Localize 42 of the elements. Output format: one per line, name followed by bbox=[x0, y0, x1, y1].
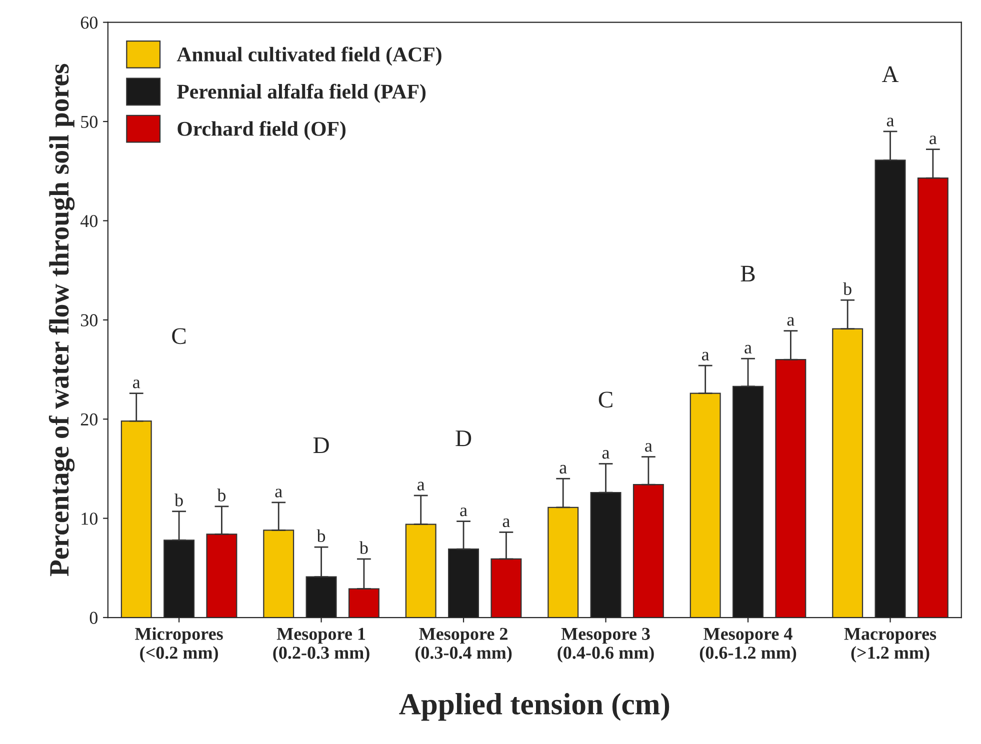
y-tick-label: 30 bbox=[80, 314, 98, 326]
data-label: b bbox=[359, 541, 368, 554]
data-label: a bbox=[702, 352, 710, 360]
y-tick-label: 20 bbox=[80, 413, 98, 426]
data-label: a bbox=[132, 380, 140, 388]
legend-label: Orchard field (OF) bbox=[178, 120, 346, 140]
data-label: b bbox=[174, 494, 183, 506]
data-label: b bbox=[217, 488, 226, 502]
x-tick-label: Micropores (<0.2 mm) bbox=[135, 627, 223, 662]
data-label: a bbox=[502, 518, 510, 528]
x-tick-label: Mesopore 3 (0.4-0.6 mm) bbox=[558, 628, 654, 662]
x-tick-label: Mesopore 4 (0.6-1.2 mm) bbox=[700, 628, 796, 662]
y-tick-label: 60 bbox=[80, 16, 98, 29]
data-label: a bbox=[460, 508, 468, 516]
data-label: a bbox=[560, 464, 567, 474]
legend-label: Perennial alfalfa field (PAF) bbox=[177, 84, 426, 103]
data-label: b bbox=[843, 282, 852, 296]
x-axis-title: Applied tension (cm) bbox=[399, 693, 670, 721]
data-label: a bbox=[602, 450, 610, 459]
x-tick-label: Mesopore 1 (0.2-0.3 mm) bbox=[273, 628, 370, 662]
y-tick-label: 40 bbox=[80, 214, 98, 228]
x-tick-label: Mesopore 2 (0.3-0.4 mm) bbox=[415, 628, 512, 662]
y-axis-title: Percentage of water flow through soil pores bbox=[48, 64, 75, 576]
legend-label: Annual cultivated field (ACF) bbox=[176, 46, 442, 66]
data-label: a bbox=[886, 118, 894, 126]
annotation: A bbox=[882, 66, 899, 82]
y-tick-label: 50 bbox=[81, 116, 98, 128]
data-label: b bbox=[316, 529, 326, 542]
x-tick-label: Macropores (>1.2 mm) bbox=[844, 628, 936, 662]
annotation: C bbox=[172, 328, 186, 344]
annotation: D bbox=[313, 438, 329, 454]
data-label: a bbox=[417, 482, 425, 490]
data-label: a bbox=[787, 317, 794, 326]
y-tick-label: 0 bbox=[90, 612, 98, 624]
data-label: a bbox=[275, 488, 282, 498]
data-label: a bbox=[930, 136, 937, 144]
y-tick-label: 10 bbox=[82, 512, 98, 525]
annotation: D bbox=[456, 430, 472, 446]
annotation: C bbox=[598, 392, 612, 408]
annotation: B bbox=[740, 266, 755, 282]
data-label: a bbox=[744, 344, 752, 354]
data-label: a bbox=[645, 443, 652, 452]
